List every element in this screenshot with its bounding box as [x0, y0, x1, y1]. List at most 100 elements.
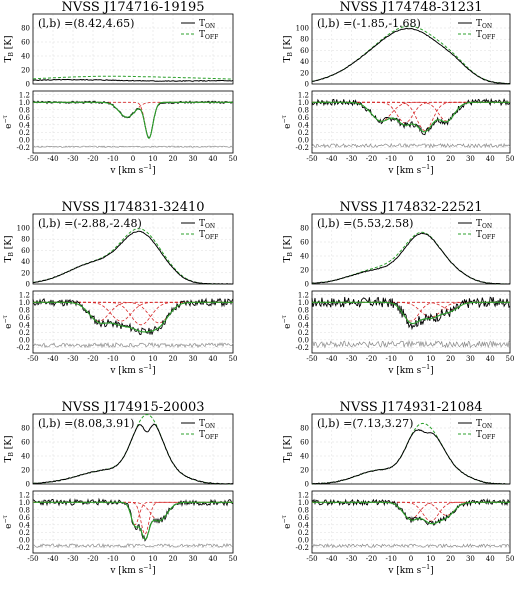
y-tick-label: 80 [21, 25, 30, 33]
top-axes-frame [32, 13, 234, 85]
absorption-series [32, 497, 234, 542]
gaussian-component [33, 301, 233, 326]
y-tick-label: 80 [300, 225, 309, 233]
absorption-series [311, 296, 511, 331]
y-tick-label: 80 [300, 36, 309, 44]
y-tick-label: 0.0 [298, 536, 309, 544]
gaussian-component [312, 101, 510, 131]
y-tick-label: 0.4 [19, 321, 31, 329]
y-tick-label: -0.2 [17, 144, 31, 152]
gaussian-component [33, 101, 233, 139]
y-tick-label: 0.4 [19, 121, 31, 129]
legend-label-t-on: TON [199, 19, 215, 30]
y-tick-label: 0.0 [298, 136, 309, 144]
top-axes-frame [32, 213, 234, 285]
coords-label: (l,b) =(-2.88,-2.48) [38, 217, 142, 230]
y-tick-label: 0.6 [298, 114, 310, 122]
y-tick-label: 40 [300, 453, 309, 461]
coords-label: (l,b) =(5.53,2.58) [317, 217, 413, 230]
x-tick-label: -20 [366, 555, 377, 563]
x-tick-label: 30 [189, 355, 198, 363]
coords-label: (l,b) =(8.08,3.91) [38, 417, 134, 430]
panel-title: NVSS J174716-19195 [61, 0, 204, 15]
y-tick-label: 100 [17, 225, 30, 233]
x-tick-label: 0 [131, 355, 135, 363]
y-tick-label: 20 [300, 467, 309, 475]
x-tick-label: -40 [326, 155, 337, 163]
x-tick-label: 0 [409, 555, 413, 563]
x-tick-label: 30 [466, 155, 475, 163]
y-tick-label: 0.2 [298, 129, 309, 137]
y-tick-label: 0.2 [298, 529, 309, 537]
y-tick-label: 0 [26, 281, 30, 289]
panel-5: NVSS J174915-20003 0 20 40 60 80 (l,b) =(8.08,… [2, 400, 237, 576]
residual-series [311, 142, 511, 149]
x-tick-label: 0 [131, 555, 135, 563]
legend-label-t-off: TOFF [199, 30, 218, 41]
y-tick-label: 1.2 [19, 291, 30, 299]
x-axis-label: v [km s−1] [109, 164, 155, 176]
y-tick-label: 0 [26, 81, 30, 89]
bottom-axes-frame [311, 490, 511, 554]
y-tick-label: 0 [305, 281, 309, 289]
x-tick-label: 50 [506, 155, 515, 163]
y-tick-label: 20 [21, 67, 30, 75]
y-tick-label: 0.2 [298, 329, 309, 337]
series-t-on [32, 423, 234, 485]
bottom-axes-frame [32, 290, 234, 354]
y-axis-label-bottom: e−τ [281, 114, 293, 128]
y-axis-label-bottom: e−τ [2, 114, 14, 128]
y-tick-label: 1.2 [298, 291, 309, 299]
y-tick-label: 40 [21, 453, 30, 461]
y-tick-label: 1.0 [19, 499, 30, 507]
panel-title: NVSS J174832-22521 [339, 200, 482, 215]
x-tick-label: 40 [209, 555, 218, 563]
y-tick-label: -0.2 [17, 544, 31, 552]
panel-title: NVSS J174748-31231 [339, 0, 482, 15]
panel-6: NVSS J174931-21084 0 20 40 60 80 (l,b) =(7.13,… [281, 400, 514, 576]
x-tick-label: 30 [189, 155, 198, 163]
x-axis-label: v [km s−1] [109, 364, 155, 376]
x-tick-label: 40 [486, 355, 495, 363]
x-tick-label: 30 [466, 355, 475, 363]
y-tick-label: -0.2 [17, 344, 31, 352]
y-tick-label: 0.8 [298, 106, 309, 114]
y-tick-label: 60 [21, 39, 30, 47]
y-tick-label: 0.2 [19, 329, 30, 337]
y-tick-label: 0.2 [19, 129, 30, 137]
x-axis-label: v [km s−1] [109, 564, 155, 576]
y-tick-label: 1.2 [19, 91, 30, 99]
panel-title: NVSS J174931-21084 [339, 400, 482, 415]
y-tick-label: 1.0 [298, 99, 309, 107]
x-tick-label: 10 [426, 155, 435, 163]
y-tick-label: 20 [21, 269, 30, 277]
y-tick-label: 0.8 [298, 306, 309, 314]
y-tick-label: 80 [300, 425, 309, 433]
gaussian-component [33, 301, 233, 322]
residual-series [311, 543, 511, 549]
x-tick-label: -50 [306, 355, 317, 363]
y-tick-label: 0.4 [19, 521, 31, 529]
x-tick-label: -40 [326, 355, 337, 363]
y-tick-label: 0.6 [298, 314, 310, 322]
x-tick-label: 40 [209, 155, 218, 163]
x-tick-label: 50 [506, 355, 515, 363]
x-tick-label: 0 [409, 355, 413, 363]
y-axis-label-top: TB [K] [4, 435, 15, 462]
x-tick-label: 40 [486, 155, 495, 163]
legend-label-t-off: TOFF [199, 230, 218, 241]
fit-model-series [33, 101, 233, 140]
fit-model-series [312, 101, 510, 133]
top-axes-frame [311, 13, 511, 85]
y-tick-label: 1.2 [19, 491, 30, 499]
fit-model-series [33, 301, 233, 333]
y-axis-label-top: TB [K] [283, 435, 294, 462]
y-axis-label-bottom: e−τ [281, 314, 293, 328]
legend-label-t-on: TON [199, 219, 215, 230]
x-tick-label: 0 [409, 155, 413, 163]
series-t-on [32, 78, 234, 82]
y-tick-label: 1.0 [298, 499, 309, 507]
y-tick-label: -0.2 [296, 144, 310, 152]
residual-series [311, 339, 511, 349]
